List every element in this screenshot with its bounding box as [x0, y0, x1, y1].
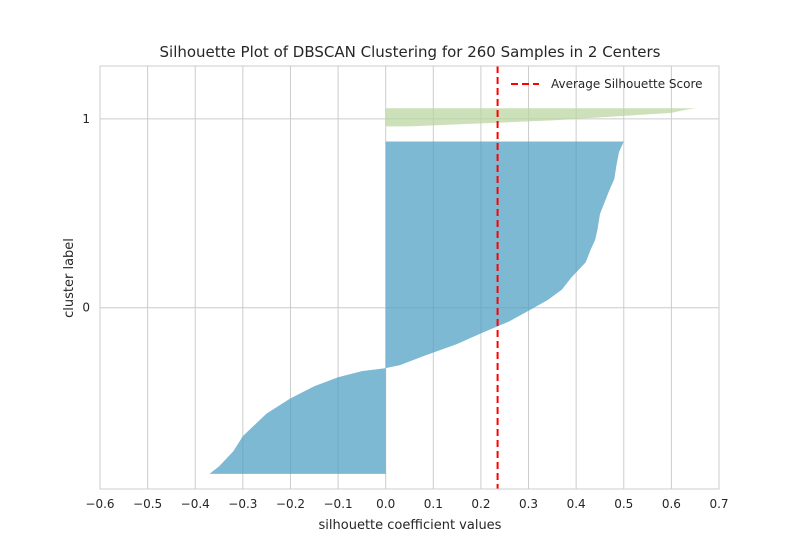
- x-tick-label: 0.6: [662, 497, 681, 511]
- plot-border: [99, 65, 720, 490]
- y-tick-label: 0: [82, 301, 90, 315]
- x-axis-label: silhouette coefficient values: [319, 518, 502, 533]
- legend: Average Silhouette Score: [511, 77, 703, 91]
- legend-label: Average Silhouette Score: [551, 77, 703, 91]
- cluster-1-silhouette: [385, 108, 696, 127]
- cluster-0-silhouette: [209, 141, 624, 474]
- x-tick-label: −0.5: [133, 497, 162, 511]
- y-tick-label: 1: [82, 112, 90, 126]
- x-tick-label: 0.5: [614, 497, 633, 511]
- x-tick-label: 0.1: [424, 497, 443, 511]
- chart-title: Silhouette Plot of DBSCAN Clustering for…: [160, 43, 661, 61]
- y-axis-ticks: 01: [82, 112, 90, 315]
- y-axis-label: cluster label: [62, 238, 77, 318]
- x-tick-label: 0.4: [567, 497, 586, 511]
- x-tick-label: 0.0: [376, 497, 395, 511]
- x-tick-label: 0.7: [709, 497, 728, 511]
- x-tick-label: −0.2: [276, 497, 305, 511]
- plot-frame: [99, 65, 720, 490]
- x-tick-label: −0.4: [181, 497, 210, 511]
- x-tick-label: 0.2: [471, 497, 490, 511]
- x-tick-label: −0.6: [85, 497, 114, 511]
- x-tick-label: 0.3: [519, 497, 538, 511]
- x-tick-label: −0.3: [228, 497, 257, 511]
- x-tick-label: −0.1: [324, 497, 353, 511]
- x-axis-ticks: −0.6 −0.5 −0.4 −0.3 −0.2 −0.1 0.0 0.1 0.2 0.3 0.4 0…: [85, 497, 728, 511]
- cluster-areas: [209, 108, 696, 474]
